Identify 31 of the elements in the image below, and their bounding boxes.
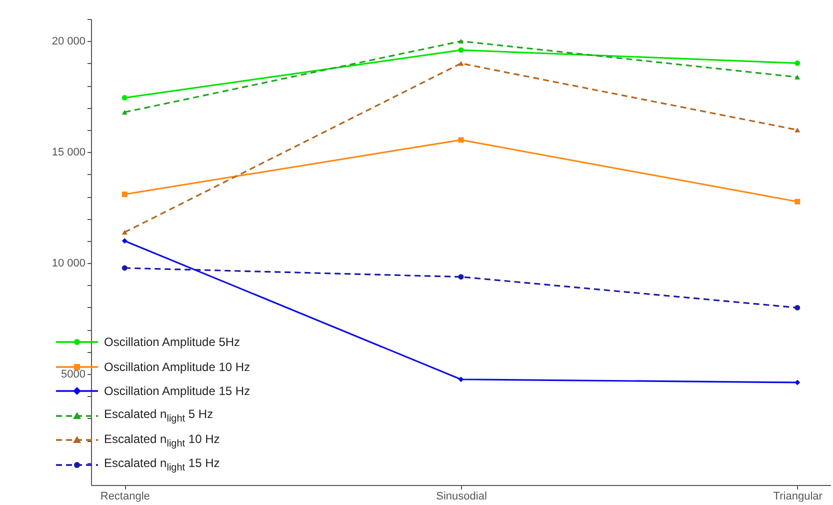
point <box>458 376 464 382</box>
point <box>458 61 464 66</box>
y-tick-label: 5000 <box>61 368 86 381</box>
point <box>122 265 128 271</box>
point <box>794 128 800 132</box>
point <box>122 238 128 244</box>
legend-label: Oscillation Amplitude 15 Hz <box>104 384 250 398</box>
y-tick-label: 10 000 <box>52 258 86 270</box>
legend-label: Escalated n$_{light}$ 5 Hz <box>104 407 214 424</box>
point <box>122 192 128 198</box>
legend-label: Oscillation Amplitude 5Hz <box>104 335 240 350</box>
point <box>458 137 464 143</box>
x-tick-label: Rectangle <box>100 490 150 502</box>
point <box>794 60 800 66</box>
x-tick-label: Sinusodial <box>436 490 487 502</box>
point <box>122 95 128 101</box>
point <box>458 47 464 53</box>
legend-label: Oscillation Amplitude 10 Hz <box>104 360 250 374</box>
legend-label: Escalated n$_{light}$ 15 Hz <box>104 456 220 474</box>
y-tick-label: 20 000 <box>52 36 86 48</box>
point <box>458 38 464 44</box>
point <box>458 274 464 280</box>
x-tick-label: Triangular <box>773 490 823 502</box>
point <box>794 198 800 204</box>
point <box>794 380 800 386</box>
legend-label: Escalated n$_{light}$ 10 Hz <box>104 432 220 449</box>
point <box>794 74 800 80</box>
point <box>794 304 800 310</box>
point <box>122 230 128 235</box>
point <box>122 110 128 115</box>
y-tick-label: 15 000 <box>52 146 86 159</box>
